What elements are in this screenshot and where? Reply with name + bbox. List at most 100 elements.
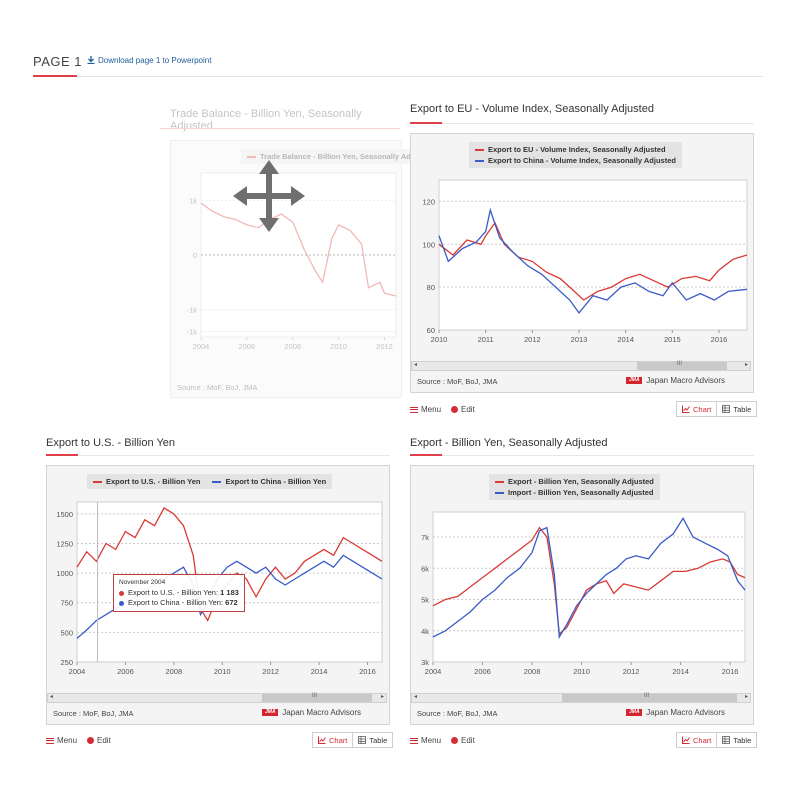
edit-button[interactable]: Edit — [87, 736, 111, 745]
scroll-right-arrow[interactable]: ▸ — [744, 362, 748, 368]
table-icon — [722, 736, 731, 744]
x-tick-label: 2012 — [262, 667, 279, 676]
menu-button[interactable]: Menu — [46, 736, 77, 745]
legend-item[interactable]: Import - Billion Yen, Seasonally Adjuste… — [495, 487, 654, 498]
x-tick-label: 2004 — [193, 342, 210, 351]
legend-item[interactable]: Export to China - Billion Yen — [212, 476, 326, 487]
chart-view-button[interactable]: Chart — [313, 733, 354, 747]
x-tick-label: 2014 — [311, 667, 328, 676]
x-tick-label: 2004 — [425, 667, 442, 676]
x-tick-label: 2010 — [214, 667, 231, 676]
chart-frame: Export to EU - Volume Index, Seasonally … — [410, 133, 754, 393]
gear-icon — [451, 406, 459, 413]
jma-logo: JMA — [626, 709, 643, 716]
edit-button[interactable]: Edit — [451, 405, 475, 414]
y-tick-label: 750 — [60, 599, 73, 608]
table-view-button[interactable]: Table — [717, 733, 756, 747]
menu-button[interactable]: Menu — [410, 736, 441, 745]
panel-title: Trade Balance - Billion Yen, Seasonally … — [170, 108, 362, 132]
y-tick-label: 500 — [60, 628, 73, 637]
scroll-thumb[interactable]: III — [262, 693, 372, 702]
chart-source: Source : MoF, BoJ, JMA — [417, 377, 498, 386]
chart-scrollbar[interactable]: ◂ III ▸ — [411, 693, 751, 703]
chart-source: Source : MoF, BoJ, JMA — [177, 383, 258, 392]
jma-logo: JMA — [262, 709, 279, 716]
x-tick-label: 2010 — [431, 335, 448, 344]
gear-icon — [451, 737, 459, 744]
x-tick-label: 2014 — [672, 667, 689, 676]
panel-export-import: Export - Billion Yen, Seasonally Adjuste… — [410, 433, 758, 755]
y-tick-label: 120 — [422, 197, 435, 206]
chart-legend: Trade Balance - Billion Yen, Seasonally … — [241, 149, 439, 164]
panel-export-us: Export to U.S. - Billion Yen Export to U… — [46, 433, 394, 755]
y-tick-label: -1k — [187, 306, 198, 315]
chart-scrollbar[interactable]: ◂ III ▸ — [47, 693, 387, 703]
x-tick-label: 2011 — [478, 335, 494, 344]
x-tick-label: 2016 — [711, 335, 728, 344]
scroll-thumb[interactable]: III — [562, 693, 737, 702]
chart-scrollbar[interactable]: ◂ III ▸ — [411, 361, 751, 371]
move-cursor-icon — [233, 160, 305, 232]
panel-title: Export - Billion Yen, Seasonally Adjuste… — [410, 437, 608, 449]
x-tick-label: 2008 — [165, 667, 182, 676]
y-tick-label: -1k — [187, 328, 198, 337]
chart-view-button[interactable]: Chart — [677, 733, 718, 747]
chart-legend: Export - Billion Yen, Seasonally Adjuste… — [489, 474, 660, 500]
series-line — [438, 221, 748, 301]
y-tick-label: 0 — [193, 251, 197, 260]
scroll-left-arrow[interactable]: ◂ — [414, 694, 418, 700]
chart-source: Source : MoF, BoJ, JMA — [417, 709, 498, 718]
y-tick-label: 60 — [427, 326, 435, 335]
menu-icon — [410, 406, 418, 413]
brand-credit[interactable]: JMA Japan Macro Advisors — [262, 708, 361, 717]
panel-trade-balance[interactable]: Trade Balance - Billion Yen, Seasonally … — [160, 98, 439, 418]
x-tick-label: 2006 — [474, 667, 491, 676]
menu-button[interactable]: Menu — [410, 405, 441, 414]
chart-svg: 3k 4k 5k 6k 7k 2004 2006 2008 2010 2012 2014 2016 — [421, 511, 746, 676]
chart-frame: Export to U.S. - Billion Yen Export to C… — [46, 465, 390, 725]
download-powerpoint-link[interactable]: Download page 1 to Powerpoint — [87, 56, 211, 65]
scroll-left-arrow[interactable]: ◂ — [414, 362, 418, 368]
scroll-left-arrow[interactable]: ◂ — [50, 694, 54, 700]
x-tick-label: 2015 — [664, 335, 681, 344]
chart-view-button[interactable]: Chart — [677, 402, 718, 416]
chart-source: Source : MoF, BoJ, JMA — [53, 709, 134, 718]
edit-button[interactable]: Edit — [451, 736, 475, 745]
scroll-right-arrow[interactable]: ▸ — [380, 694, 384, 700]
menu-icon — [410, 737, 418, 744]
chart-icon — [682, 405, 690, 413]
x-tick-label: 2012 — [524, 335, 541, 344]
page-header: PAGE 1 Download page 1 to Powerpoint — [33, 50, 763, 77]
legend-item[interactable]: Export to China - Volume Index, Seasonal… — [475, 155, 676, 166]
y-tick-label: 250 — [60, 658, 73, 667]
x-tick-label: 2010 — [573, 667, 590, 676]
x-tick-label: 2012 — [623, 667, 640, 676]
legend-item[interactable]: Export to EU - Volume Index, Seasonally … — [475, 144, 676, 155]
legend-item[interactable]: Export - Billion Yen, Seasonally Adjuste… — [495, 476, 654, 487]
x-tick-label: 2004 — [69, 667, 86, 676]
x-tick-label: 2013 — [571, 335, 588, 344]
gear-icon — [87, 737, 95, 744]
y-tick-label: 1k — [189, 196, 197, 205]
panel-toolbar: Menu Edit — [410, 736, 485, 745]
brand-credit[interactable]: JMA Japan Macro Advisors — [626, 376, 725, 385]
x-tick-label: 2008 — [284, 342, 301, 351]
plot-area — [432, 511, 746, 663]
legend-item[interactable]: Trade Balance - Billion Yen, Seasonally … — [247, 151, 433, 162]
scroll-thumb[interactable]: III — [637, 361, 727, 370]
table-view-button[interactable]: Table — [353, 733, 392, 747]
scroll-right-arrow[interactable]: ▸ — [744, 694, 748, 700]
y-tick-label: 3k — [421, 658, 429, 667]
chart-svg: 60 80 100 120 2010 2011 2012 2013 2014 2015 2016 — [422, 179, 748, 344]
view-toggle: Chart Table — [312, 732, 394, 748]
legend-item[interactable]: Export to U.S. - Billion Yen — [93, 476, 200, 487]
y-tick-label: 1500 — [56, 510, 73, 519]
y-tick-label: 100 — [422, 240, 435, 249]
y-tick-label: 1250 — [56, 539, 73, 548]
page-title-underline — [33, 75, 77, 77]
brand-credit[interactable]: JMA Japan Macro Advisors — [626, 708, 725, 717]
y-tick-label: 5k — [421, 596, 429, 605]
view-toggle: Chart Table — [676, 732, 758, 748]
x-tick-label: 2014 — [617, 335, 634, 344]
table-view-button[interactable]: Table — [717, 402, 756, 416]
